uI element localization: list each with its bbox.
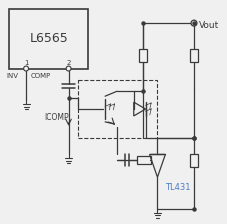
Text: 2: 2 xyxy=(66,60,70,66)
Text: 1: 1 xyxy=(24,60,28,66)
Bar xyxy=(189,155,197,167)
Bar xyxy=(138,49,146,62)
Text: L6565: L6565 xyxy=(29,32,68,45)
Bar xyxy=(137,156,150,164)
Bar xyxy=(78,80,157,138)
Text: INV: INV xyxy=(6,73,18,80)
Bar xyxy=(9,9,88,69)
Bar xyxy=(189,49,197,62)
Text: COMP: COMP xyxy=(31,73,51,80)
Circle shape xyxy=(66,66,71,71)
Circle shape xyxy=(190,20,196,26)
Text: TL431: TL431 xyxy=(165,183,190,192)
Circle shape xyxy=(24,66,28,71)
Text: Vout: Vout xyxy=(198,21,218,30)
Text: ICOMP: ICOMP xyxy=(44,113,68,123)
